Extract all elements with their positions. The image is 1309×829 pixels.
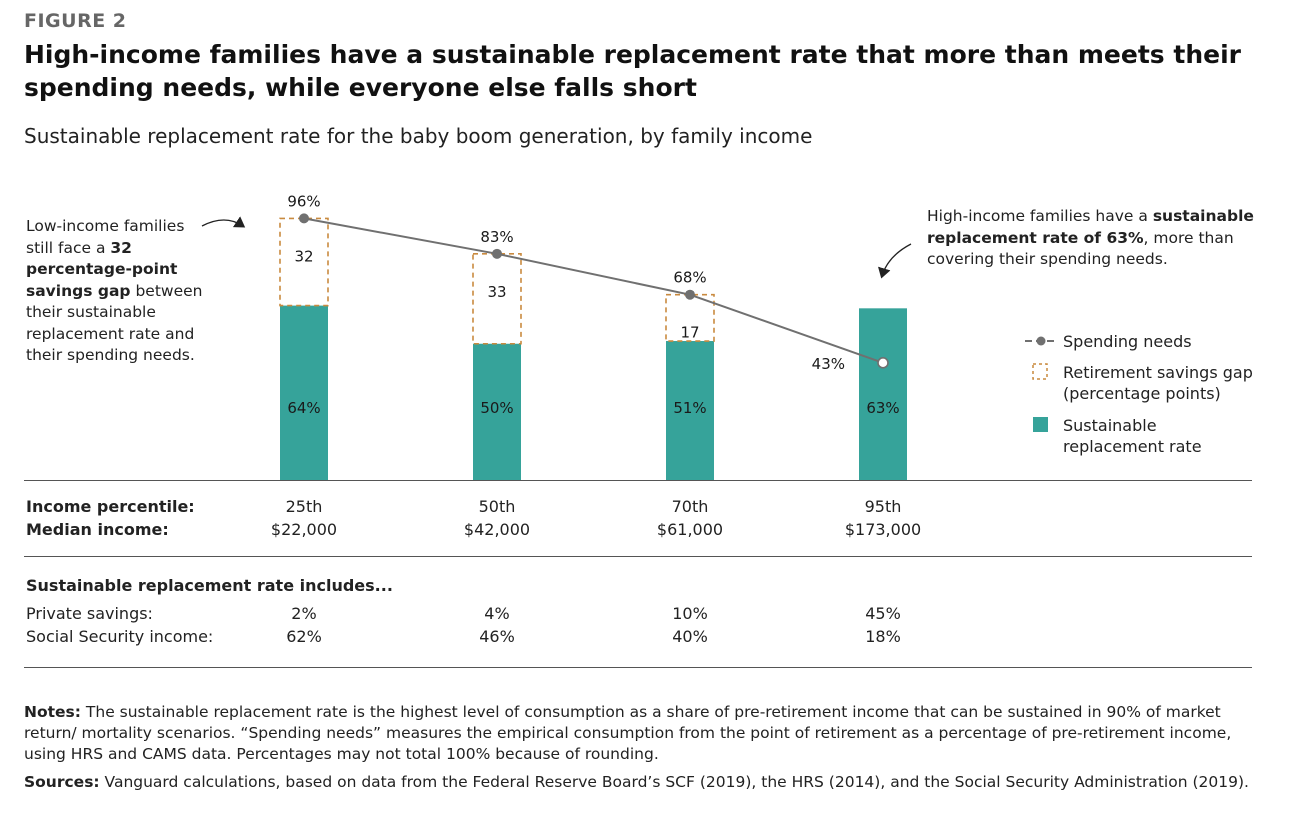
callout-left-line: replacement rate and [26,324,195,343]
social-value: 46% [479,627,515,646]
spending-point [492,248,502,259]
median-income-label: Median income: [26,520,169,539]
spending-point [685,289,695,300]
spending-label: 83% [480,228,513,246]
chart-title: High-income families have a sustainable … [24,40,1241,102]
chart-subtitle: Sustainable replacement rate for the bab… [24,124,813,148]
col-percentile: 50th [478,497,516,516]
rule-middle [24,556,1252,557]
gap-label: 32 [294,247,313,265]
spending-point [299,213,309,224]
gap-box [279,217,329,307]
callout-left-line: their spending needs. [26,346,195,364]
legend-rate-label: Sustainable replacement rate [1063,416,1202,456]
col-percentile: 70th [671,497,709,516]
legend-spending-symbol [1025,336,1057,346]
callout-left-line: still face a 32 [26,238,132,257]
rate-bar-label: 64% [287,399,320,417]
gap-box [472,253,522,345]
spending-label: 43% [812,355,845,373]
col-income: $61,000 [656,520,724,539]
col-income: $22,000 [270,520,338,539]
figure-label: FIGURE 2 [24,10,127,32]
legend-gap-label: Retirement savings gap (percentage point… [1063,363,1253,403]
callout-left: Low-income families still face a 32 perc… [26,216,216,367]
rate-bar-label: 51% [673,399,706,417]
social-value: 18% [865,627,901,646]
private-value: 45% [865,604,901,623]
line-layer: 96% 83% 68% 43% [287,192,889,373]
rate-bar [666,341,714,480]
income-percentile-label: Income percentile: [26,497,195,516]
spending-point [877,357,889,369]
gap-box [665,293,715,342]
spending-line [303,217,884,364]
rule-top [24,480,1252,481]
callout-left-arrow [201,216,246,228]
rate-bar [859,308,907,480]
rate-bar-label: 63% [866,399,899,417]
rate-bar [280,305,328,480]
legend-gap-symbol [1032,363,1048,380]
private-value: 4% [484,604,510,623]
col-income: $173,000 [844,520,922,539]
spending-label: 96% [287,192,320,210]
callout-right: High-income families have a sustainable … [927,206,1257,271]
notes: Notes: The sustainable replacement rate … [24,703,1232,763]
gap-label: 33 [487,283,506,301]
private-value: 10% [672,604,708,623]
callout-right-line: covering their spending needs. [927,250,1168,268]
legend-rate-symbol [1033,417,1048,432]
gap-label: 17 [680,324,699,342]
callout-left-line: their sustainable [26,303,156,321]
callout-left-line: percentage-point [26,260,178,278]
callout-right-line: High-income families have a sustainable [927,207,1254,225]
rule-bottom [24,667,1252,668]
private-value: 2% [291,604,317,623]
callout-right-arrow [878,243,912,279]
bars-layer: 64% 32 50% 33 51% 17 63% [279,217,907,480]
includes-heading: Sustainable replacement rate includes... [26,576,393,595]
sources: Sources: Vanguard calculations, based on… [24,773,1249,791]
spending-label: 68% [673,269,706,287]
legend-spending-label: Spending needs [1063,332,1192,351]
social-value: 62% [286,627,322,646]
rate-bar-label: 50% [480,399,513,417]
social-security-label: Social Security income: [26,627,214,646]
callout-left-line: Low-income families [26,217,185,235]
callout-right-line: replacement rate of 63%, more than [927,228,1234,247]
col-percentile: 25th [285,497,323,516]
col-percentile: 95th [864,497,902,516]
rate-bar [473,343,521,480]
private-savings-label: Private savings: [26,604,153,623]
callout-left-line: savings gap between [26,281,203,300]
social-value: 40% [672,627,708,646]
col-income: $42,000 [463,520,531,539]
